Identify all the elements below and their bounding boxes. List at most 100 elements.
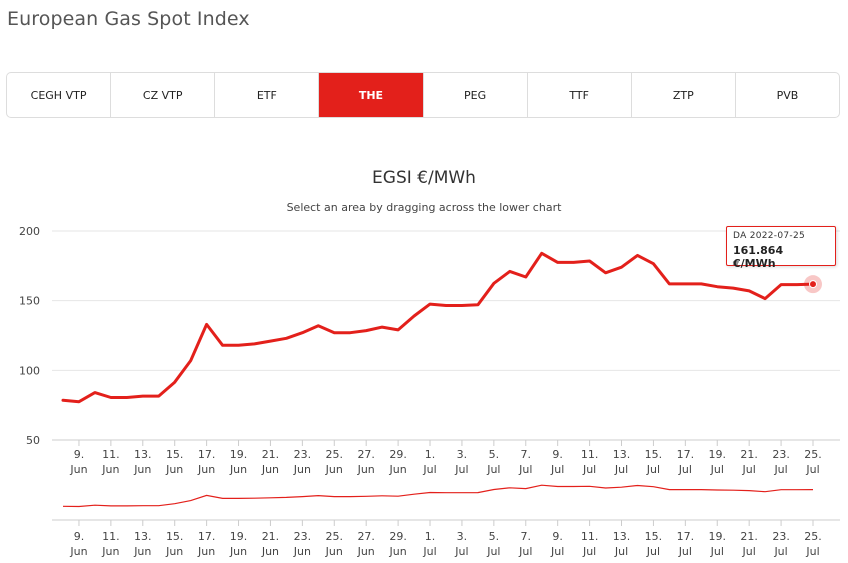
market-tabs: CEGH VTP CZ VTP ETF THE PEG TTF ZTP PVB [6,72,840,118]
x-tick-label-day: 5. [489,530,500,543]
x-tick-label-day: 25. [804,448,822,461]
x-tick-label-day: 23. [772,448,790,461]
x-tick-label-day: 27. [357,448,375,461]
x-tick-label-day: 3. [457,530,468,543]
chart-title: EGSI €/MWh [372,168,476,188]
x-tick-label-day: 11. [102,448,120,461]
x-tick-label-day: 13. [613,448,631,461]
x-tick-label-day: 25. [326,448,344,461]
x-tick-label-month: Jun [133,545,151,558]
x-tick-label-day: 15. [645,530,663,543]
x-tick-label-day: 7. [521,530,532,543]
x-tick-label-month: Jul [805,463,819,476]
x-tick-label-day: 29. [389,530,407,543]
x-tick-label-day: 1. [425,448,436,461]
tooltip-date: DA 2022-07-25 [733,231,805,241]
x-tick-label-day: 19. [230,448,248,461]
x-tick-label-day: 7. [521,448,532,461]
x-tick-label-day: 15. [166,448,184,461]
x-tick-label-month: Jul [518,545,532,558]
x-tick-label-day: 15. [166,530,184,543]
x-tick-label-month: Jun [165,545,183,558]
x-tick-label-month: Jul [582,545,596,558]
x-tick-label-month: Jun [197,545,215,558]
navigator-series-line [62,484,814,508]
x-tick-label-day: 17. [198,448,216,461]
x-tick-label-month: Jul [614,545,628,558]
x-tick-label-month: Jul [710,545,724,558]
x-tick-label-day: 11. [102,530,120,543]
tab-the[interactable]: THE [319,73,424,117]
chart-tooltip: DA 2022-07-25 161.864 €/MWh [726,226,836,270]
tooltip-value: 161.864 €/MWh [733,244,784,270]
x-tick-label-month: Jul [678,463,692,476]
x-tick-label-month: Jun [197,463,215,476]
x-tick-label-month: Jul [710,463,724,476]
x-tick-label-day: 9. [552,448,563,461]
x-tick-label-day: 15. [645,448,663,461]
x-tick-label-day: 19. [709,530,727,543]
x-tick-label-month: Jul [486,463,500,476]
x-tick-label-day: 27. [357,530,375,543]
x-tick-label-month: Jul [422,545,436,558]
x-tick-label-day: 23. [294,448,312,461]
x-tick-label-month: Jun [293,545,311,558]
x-tick-label-month: Jun [325,545,343,558]
chart-subtitle: Select an area by dragging across the lo… [286,201,562,214]
x-tick-label-day: 21. [740,530,758,543]
x-tick-label-day: 25. [326,530,344,543]
x-tick-label-day: 3. [457,448,468,461]
x-tick-label-day: 1. [425,530,436,543]
series-line [61,251,815,404]
x-tick-label-month: Jun [261,545,279,558]
x-tick-label-month: Jul [486,545,500,558]
x-tick-label-month: Jul [678,545,692,558]
x-tick-label-month: Jul [773,545,787,558]
x-tick-label-day: 5. [489,448,500,461]
x-tick-label-month: Jul [582,463,596,476]
x-tick-label-day: 19. [230,530,248,543]
x-tick-label-day: 13. [613,530,631,543]
x-tick-label-day: 21. [262,448,280,461]
x-tick-label-month: Jun [229,463,247,476]
x-tick-label-month: Jul [614,463,628,476]
x-tick-label-day: 21. [262,530,280,543]
x-tick-label-month: Jun [389,463,407,476]
x-tick-label-month: Jul [646,463,660,476]
x-tick-label-month: Jul [742,463,756,476]
x-tick-label-month: Jun [101,545,119,558]
x-tick-label-month: Jul [550,545,564,558]
x-tick-label-day: 17. [198,530,216,543]
y-tick-label: 150 [19,295,40,308]
x-tick-label-month: Jun [357,463,375,476]
x-tick-label-month: Jun [133,463,151,476]
tab-peg[interactable]: PEG [424,73,528,117]
tab-etf[interactable]: ETF [215,73,320,117]
x-tick-label-day: 23. [772,530,790,543]
x-tick-label-month: Jun [69,463,87,476]
x-tick-label-day: 9. [552,530,563,543]
x-tick-label-day: 19. [709,448,727,461]
x-tick-label-month: Jul [742,545,756,558]
y-tick-label: 100 [19,364,40,377]
x-tick-label-day: 9. [74,448,85,461]
x-tick-label-month: Jul [773,463,787,476]
x-tick-label-month: Jul [454,463,468,476]
x-tick-label-month: Jul [518,463,532,476]
x-tick-label-day: 17. [677,530,695,543]
tab-ttf[interactable]: TTF [528,73,632,117]
tab-ztp[interactable]: ZTP [632,73,736,117]
x-tick-label-day: 17. [677,448,695,461]
x-tick-label-day: 29. [389,448,407,461]
x-tick-label-day: 13. [134,530,152,543]
x-tick-label-month: Jun [357,545,375,558]
tab-cz-vtp[interactable]: CZ VTP [111,73,216,117]
x-tick-label-day: 9. [74,530,85,543]
x-tick-label-month: Jun [325,463,343,476]
data-point-marker [809,280,817,289]
x-tick-label-day: 23. [294,530,312,543]
tab-cegh-vtp[interactable]: CEGH VTP [7,73,112,117]
tab-pvb[interactable]: PVB [776,88,799,102]
x-tick-label-day: 11. [581,448,599,461]
